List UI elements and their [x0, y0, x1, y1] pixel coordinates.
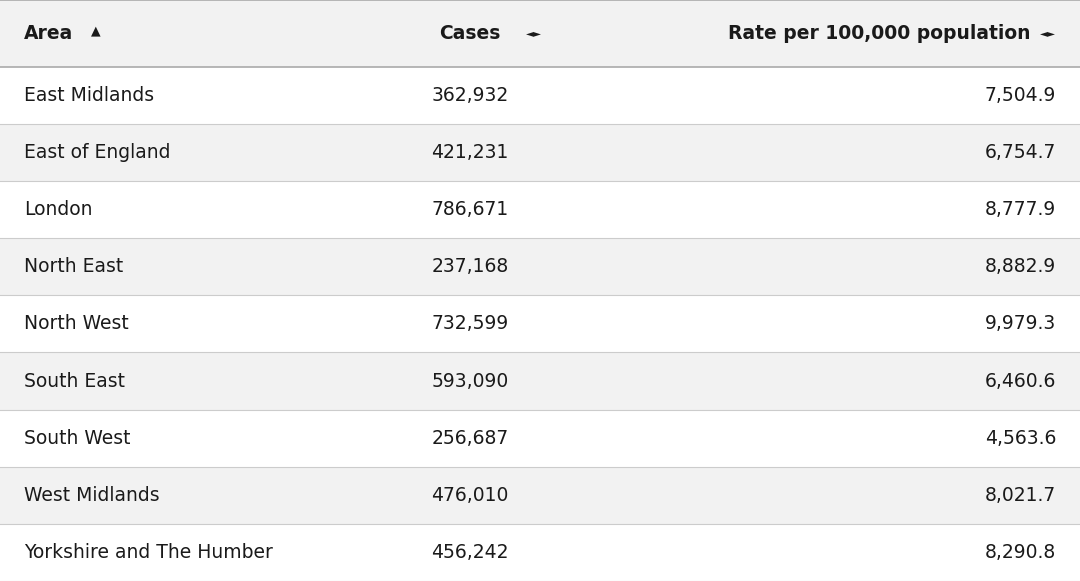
Text: 421,231: 421,231: [431, 143, 509, 162]
Text: 362,932: 362,932: [431, 86, 509, 105]
Text: 237,168: 237,168: [431, 257, 509, 277]
Bar: [0, 181, 1080, 238]
Text: 476,010: 476,010: [431, 486, 509, 505]
Text: Area: Area: [24, 24, 73, 43]
Text: ◄►: ◄►: [526, 28, 542, 38]
Text: 593,090: 593,090: [431, 371, 509, 390]
Bar: [0, 238, 1080, 295]
Bar: [0, 0, 1080, 67]
Bar: [0, 353, 1080, 410]
Text: Rate per 100,000 population: Rate per 100,000 population: [728, 24, 1030, 43]
Text: North East: North East: [24, 257, 123, 277]
Text: 8,777.9: 8,777.9: [985, 200, 1056, 219]
Bar: [0, 410, 1080, 467]
Text: ▲: ▲: [91, 24, 100, 37]
Text: West Midlands: West Midlands: [24, 486, 160, 505]
Text: East of England: East of England: [24, 143, 171, 162]
Bar: [0, 67, 1080, 124]
Text: 7,504.9: 7,504.9: [985, 86, 1056, 105]
Text: 456,242: 456,242: [431, 543, 509, 562]
Text: 786,671: 786,671: [431, 200, 509, 219]
Text: 6,460.6: 6,460.6: [985, 371, 1056, 390]
Text: 8,021.7: 8,021.7: [985, 486, 1056, 505]
Bar: [0, 124, 1080, 181]
Text: South West: South West: [24, 429, 131, 448]
Text: 256,687: 256,687: [431, 429, 509, 448]
Text: South East: South East: [24, 371, 125, 390]
Text: East Midlands: East Midlands: [24, 86, 153, 105]
Text: 8,882.9: 8,882.9: [985, 257, 1056, 277]
Text: 6,754.7: 6,754.7: [985, 143, 1056, 162]
Bar: [0, 295, 1080, 353]
Text: Yorkshire and The Humber: Yorkshire and The Humber: [24, 543, 272, 562]
Bar: [0, 524, 1080, 581]
Bar: [0, 467, 1080, 524]
Text: ◄►: ◄►: [1040, 28, 1056, 38]
Text: London: London: [24, 200, 92, 219]
Text: 9,979.3: 9,979.3: [985, 314, 1056, 333]
Text: 732,599: 732,599: [431, 314, 509, 333]
Text: North West: North West: [24, 314, 129, 333]
Text: 8,290.8: 8,290.8: [985, 543, 1056, 562]
Text: 4,563.6: 4,563.6: [985, 429, 1056, 448]
Text: Cases: Cases: [440, 24, 500, 43]
